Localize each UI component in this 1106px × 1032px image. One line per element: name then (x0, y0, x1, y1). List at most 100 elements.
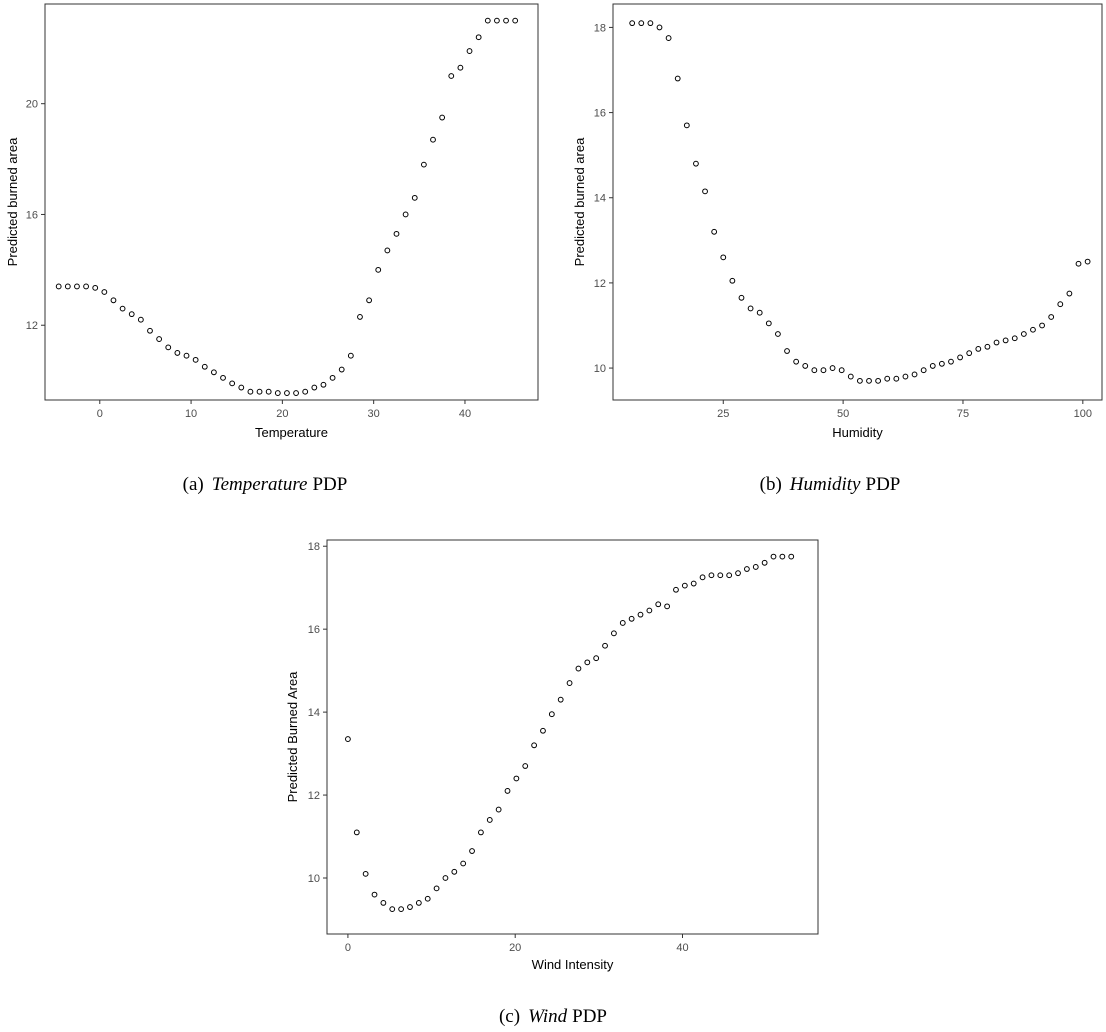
caption-variable: Humidity (789, 474, 861, 495)
x-tick-label: 40 (676, 942, 688, 954)
data-point (938, 360, 945, 367)
data-point (411, 194, 418, 201)
data-point (265, 388, 272, 395)
x-tick-label: 50 (837, 408, 849, 420)
data-point (1048, 314, 1055, 320)
data-point (752, 564, 759, 570)
caption-variable: Temperature (212, 474, 308, 495)
data-point (320, 381, 327, 388)
data-point (420, 161, 427, 168)
y-tick-label: 16 (308, 624, 320, 636)
caption-label: (a) (183, 474, 204, 495)
x-axis-title: Temperature (255, 425, 328, 440)
data-point (911, 371, 918, 378)
data-point (664, 603, 671, 610)
data-point (503, 17, 509, 24)
data-point (820, 367, 827, 374)
data-point (902, 373, 909, 380)
data-point (83, 283, 89, 290)
data-point (557, 696, 564, 703)
data-point (433, 885, 440, 892)
data-point (1002, 337, 1009, 344)
data-point (439, 114, 446, 121)
data-point (747, 305, 754, 312)
data-point (353, 829, 360, 836)
data-point (220, 374, 226, 381)
data-point (920, 367, 927, 374)
data-point (484, 17, 491, 24)
data-point (137, 316, 144, 323)
data-point (229, 380, 236, 387)
data-point (729, 277, 736, 284)
data-point (699, 574, 706, 581)
data-point (338, 366, 345, 373)
data-point (711, 228, 718, 235)
data-point (866, 377, 872, 384)
data-point (407, 904, 413, 910)
data-point (929, 363, 936, 369)
data-point (957, 354, 963, 361)
wind-pdp-panel: 0 20 40 10 12 14 16 18 Wind Intensity Predicted B… (285, 539, 819, 1027)
data-point (993, 339, 1000, 346)
data-point (655, 601, 662, 608)
data-point (708, 572, 715, 579)
data-point (770, 553, 777, 560)
data-point (357, 314, 363, 320)
plot-frame (326, 539, 819, 935)
data-point (948, 358, 954, 365)
data-point (690, 580, 697, 587)
data-point (274, 390, 281, 396)
data-point (647, 20, 654, 27)
caption-label: (c) (499, 1006, 520, 1027)
data-point (513, 775, 520, 782)
caption-suffix: PDP (866, 474, 901, 495)
data-point (466, 48, 473, 54)
data-point (210, 369, 217, 376)
data-point (1020, 331, 1027, 337)
data-point (284, 390, 290, 396)
data-point (838, 367, 845, 374)
data-point (665, 35, 672, 41)
data-point (389, 906, 396, 913)
data-point (893, 375, 900, 382)
data-point (674, 75, 681, 82)
data-point (398, 906, 405, 913)
data-point (761, 559, 768, 566)
data-point (362, 870, 369, 877)
data-point (575, 665, 582, 672)
data-point (393, 230, 400, 237)
panel-caption: (a) Temperature PDP (183, 474, 348, 495)
data-point (738, 294, 745, 301)
data-point (775, 331, 781, 337)
data-point (504, 788, 511, 794)
data-point (55, 283, 62, 290)
panel-caption: (c) Wind PDP (499, 1006, 607, 1027)
data-point (744, 566, 750, 572)
data-point (345, 736, 351, 742)
data-point (1011, 335, 1018, 342)
data-point (478, 829, 484, 836)
data-point (311, 384, 318, 391)
data-point (802, 363, 809, 369)
data-point (329, 374, 336, 381)
data-point (829, 365, 836, 371)
data-point (1039, 322, 1045, 329)
data-point (1030, 326, 1036, 333)
data-point (756, 309, 763, 316)
x-tick-label: 25 (717, 408, 729, 420)
x-axis-title: Wind Intensity (532, 957, 614, 972)
data-point (847, 373, 854, 380)
data-point (788, 553, 795, 560)
panel-caption: (b) Humidity PDP (760, 474, 901, 495)
data-point (384, 247, 391, 254)
y-tick-label: 12 (26, 320, 38, 332)
y-axis-title: Predicted Burned Area (285, 671, 300, 803)
data-point (637, 611, 644, 618)
data-point (165, 344, 172, 351)
data-point (512, 17, 519, 24)
temperature-pdp-panel: 0 10 20 30 40 12 16 20 Temperature Predicted burn… (5, 3, 539, 495)
data-point (726, 572, 733, 579)
data-point (656, 24, 663, 31)
data-point (256, 388, 263, 395)
